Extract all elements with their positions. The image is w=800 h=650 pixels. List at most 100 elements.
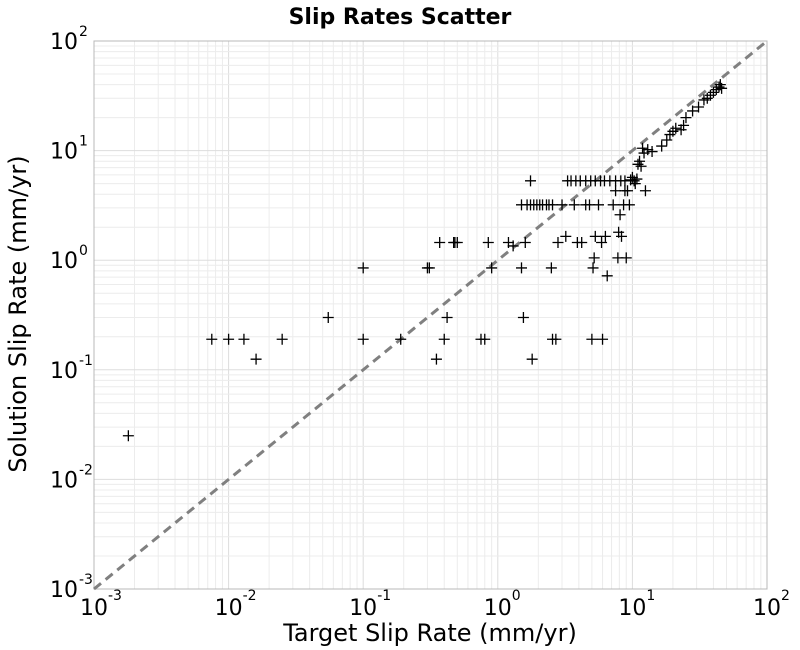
x-tick-exponent: -3: [108, 588, 122, 604]
y-tick-label: 10 0: [50, 243, 88, 274]
y-axis-label: Solution Slip Rate (mm/yr): [4, 155, 32, 472]
x-tick-labels: 10 -3 10 -2 10 -1 10 0 10 1 10 2: [80, 588, 790, 621]
x-tick-base: 10: [349, 596, 377, 621]
data-point: [507, 240, 519, 252]
y-tick-label: 10 2: [50, 24, 88, 55]
data-point: [656, 140, 668, 152]
data-point: [670, 122, 682, 134]
data-point: [486, 262, 498, 274]
plot-area: [93, 40, 768, 590]
data-point: [395, 333, 407, 345]
data-point: [680, 112, 692, 124]
x-tick-label: 10 0: [484, 588, 521, 621]
data-point: [588, 252, 600, 264]
data-point: [596, 237, 608, 249]
y-tick-base: 10: [50, 140, 78, 165]
data-point: [441, 312, 453, 324]
y-tick-base: 10: [50, 249, 78, 274]
data-point: [646, 146, 658, 158]
data-point: [586, 333, 598, 345]
y-tick-label: 10 -2: [50, 462, 93, 493]
x-tick-exponent: 2: [781, 588, 790, 604]
x-tick-exponent: 0: [512, 588, 521, 604]
x-tick-label: 10 1: [618, 588, 655, 621]
x-axis-label: Target Slip Rate (mm/yr): [282, 619, 577, 647]
data-point: [556, 199, 568, 211]
data-point: [550, 333, 562, 345]
data-point: [622, 185, 634, 197]
data-point: [635, 160, 647, 172]
data-point: [631, 173, 643, 185]
x-tick-base: 10: [484, 596, 512, 621]
data-point: [322, 312, 334, 324]
data-point: [687, 105, 699, 117]
y-tick-base: 10: [50, 30, 78, 55]
data-point: [276, 333, 288, 345]
data-point: [629, 178, 641, 190]
x-tick-base: 10: [753, 596, 781, 621]
data-point: [238, 333, 250, 345]
data-point: [628, 175, 640, 187]
chart-title: Slip Rates Scatter: [289, 5, 512, 30]
y-tick-label: 10 -3: [50, 572, 93, 603]
data-point: [479, 333, 491, 345]
data-point: [517, 312, 529, 324]
y-tick-exponent: -3: [79, 572, 93, 588]
data-point: [250, 353, 262, 365]
data-point: [634, 155, 646, 167]
y-tick-exponent: 1: [79, 134, 88, 150]
data-point: [430, 353, 442, 365]
data-point: [547, 199, 559, 211]
data-point: [223, 333, 235, 345]
data-points: [122, 79, 728, 442]
data-point: [560, 230, 572, 242]
y-tick-base: 10: [50, 468, 78, 493]
one-to-one-reference-line: [93, 39, 768, 591]
data-point: [525, 175, 537, 187]
data-point: [357, 333, 369, 345]
y-tick-exponent: -1: [79, 353, 93, 369]
y-tick-label: 10 -1: [50, 353, 93, 384]
data-point: [516, 262, 528, 274]
data-point: [576, 237, 588, 249]
data-point: [423, 262, 435, 274]
data-point: [619, 175, 631, 187]
data-point: [610, 185, 622, 197]
y-tick-label: 10 1: [50, 134, 88, 165]
x-tick-base: 10: [618, 596, 646, 621]
x-tick-label: 10 2: [753, 588, 790, 621]
y-tick-exponent: 0: [79, 243, 88, 259]
x-tick-exponent: -2: [243, 588, 257, 604]
x-tick-exponent: 1: [646, 588, 655, 604]
x-tick-base: 10: [80, 596, 108, 621]
data-point: [552, 237, 564, 249]
data-point: [623, 199, 635, 211]
data-point: [601, 270, 613, 282]
data-point: [597, 333, 609, 345]
y-tick-exponent: 2: [79, 24, 88, 40]
data-point: [632, 158, 644, 170]
grid-lines: [93, 41, 767, 590]
x-tick-label: 10 -3: [80, 588, 122, 621]
data-point: [122, 430, 134, 442]
x-tick-label: 10 -1: [349, 588, 391, 621]
data-point: [482, 237, 494, 249]
data-point: [519, 237, 531, 249]
data-point: [545, 262, 557, 274]
data-point: [675, 124, 687, 136]
data-point: [568, 199, 580, 211]
data-point: [616, 230, 628, 242]
data-point: [620, 252, 632, 264]
y-tick-exponent: -2: [79, 462, 93, 478]
data-point: [639, 185, 651, 197]
data-point: [713, 81, 725, 93]
x-tick-exponent: -1: [377, 588, 391, 604]
y-tick-base: 10: [50, 578, 78, 603]
data-point: [593, 199, 605, 211]
data-point: [206, 333, 218, 345]
data-point: [357, 262, 369, 274]
data-point: [599, 230, 611, 242]
data-point: [642, 144, 654, 156]
